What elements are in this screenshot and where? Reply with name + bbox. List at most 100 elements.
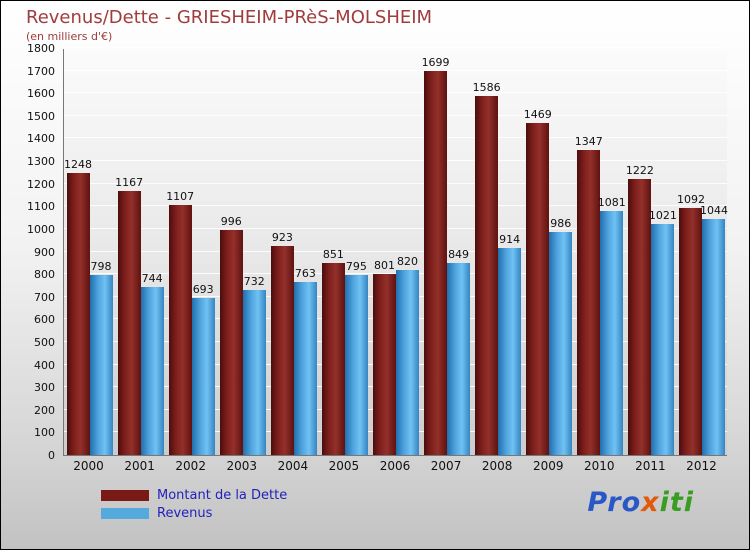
bar-revenus-2005 [344, 275, 368, 455]
bar-dette-2005 [321, 262, 345, 455]
y-tick-label: 1700 [27, 64, 55, 78]
bar-value-label: 732 [243, 274, 265, 288]
y-tick-label: 800 [34, 268, 55, 282]
bar-value-label: 1347 [574, 135, 603, 149]
x-tick-label: 2008 [481, 459, 513, 473]
bar-value-label: 1107 [166, 189, 195, 203]
logo-part: x [641, 487, 660, 518]
bar-value-label: 851 [322, 247, 344, 261]
legend-item-dette: Montant de la Dette [101, 488, 287, 503]
bar-dette-2003 [219, 229, 243, 455]
y-tick-label: 0 [48, 449, 55, 462]
gridline [64, 273, 727, 275]
bar-value-label: 795 [345, 260, 367, 274]
bar-dette-2002 [168, 204, 192, 455]
bar-value-label: 1586 [472, 81, 501, 95]
chart-subtitle: (en milliers d'€) [26, 30, 113, 43]
y-tick-label: 200 [34, 403, 55, 417]
bar-revenus-2011 [651, 224, 675, 455]
gridline [64, 160, 727, 162]
bar-dette-2004 [270, 246, 294, 455]
gridline [64, 69, 727, 71]
bar-revenus-2008 [498, 248, 522, 455]
y-tick-label: 400 [34, 358, 55, 372]
legend-label-revenus: Revenus [157, 506, 213, 521]
bar-revenus-2006 [396, 269, 419, 455]
legend-swatch-revenus [101, 508, 149, 519]
y-axis-labels: 0 100 200 300 400 500 600 700 800 900 1000 1100 1200… [1, 42, 59, 462]
gridline [64, 205, 727, 207]
bar-value-label: 986 [550, 217, 572, 231]
x-tick-label: 2009 [532, 459, 564, 473]
bar-revenus-2009 [549, 232, 573, 455]
y-tick-label: 100 [34, 426, 55, 440]
y-tick-label: 300 [34, 381, 55, 395]
bar-value-label: 1469 [523, 107, 552, 121]
bar-dette-2000 [66, 172, 90, 455]
y-tick-label: 700 [34, 290, 55, 304]
x-tick-label: 2011 [635, 459, 666, 473]
bar-value-label: 1081 [597, 195, 626, 209]
logo-part: iti [659, 487, 694, 518]
y-tick-label: 1300 [27, 155, 55, 169]
bar-dette-2008 [475, 96, 499, 455]
chart-title: Revenus/Dette - GRIESHEIM-PRèS-MOLSHEIM [26, 7, 433, 28]
bar-revenus-2003 [242, 289, 266, 455]
bar-value-label: 1699 [421, 55, 450, 69]
bar-dette-2009 [526, 122, 550, 455]
y-tick-label: 1800 [27, 42, 55, 55]
gridline [64, 182, 727, 184]
bar-revenus-2000 [89, 274, 113, 455]
bar-value-label: 923 [271, 231, 293, 245]
bar-revenus-2001 [140, 286, 164, 455]
legend-item-revenus: Revenus [101, 506, 287, 521]
bar-value-label: 763 [294, 267, 316, 281]
legend-swatch-dette [101, 490, 149, 501]
gridline [64, 137, 727, 139]
x-tick-label: 2010 [584, 459, 615, 473]
bar-dette-2011 [628, 178, 652, 455]
y-tick-label: 500 [34, 335, 55, 349]
bar-revenus-2004 [293, 282, 317, 455]
bar-value-label: 744 [141, 271, 163, 285]
x-tick-label: 2007 [430, 459, 462, 473]
bar-dette-2006 [373, 273, 396, 455]
x-tick-label: 2001 [124, 459, 155, 473]
x-tick-label: 2004 [277, 459, 309, 473]
proxiti-logo: Proxiti [587, 487, 694, 518]
gridline [64, 92, 727, 94]
y-tick-label: 1400 [27, 132, 55, 146]
bar-value-label: 798 [90, 259, 112, 273]
y-tick-label: 1600 [27, 87, 55, 101]
bar-value-label: 996 [220, 214, 242, 228]
gridline [64, 250, 727, 252]
bar-revenus-2002 [191, 298, 215, 455]
bar-value-label: 1044 [699, 203, 728, 217]
x-tick-label: 2005 [328, 459, 360, 473]
bar-revenus-2007 [447, 263, 471, 455]
y-tick-label: 1000 [27, 222, 55, 236]
bar-dette-2012 [679, 208, 703, 455]
bar-value-label: 693 [192, 283, 214, 297]
bar-value-label: 1167 [115, 176, 144, 190]
x-tick-label: 2000 [73, 459, 104, 473]
legend-label-dette: Montant de la Dette [157, 488, 288, 503]
x-tick-label: 2012 [686, 459, 717, 473]
logo-part: Pro [587, 487, 642, 518]
y-tick-label: 1100 [27, 200, 55, 214]
bar-value-label: 820 [397, 254, 418, 268]
gridline [64, 227, 727, 229]
bar-value-label: 1248 [64, 157, 93, 171]
y-tick-label: 1200 [27, 177, 55, 191]
bar-value-label: 1222 [625, 163, 654, 177]
x-tick-label: 2003 [226, 459, 258, 473]
bar-value-label: 801 [374, 258, 395, 272]
bar-value-label: 849 [448, 248, 470, 262]
bar-revenus-2010 [600, 210, 624, 455]
x-tick-label: 2006 [379, 459, 411, 473]
gridline [64, 47, 727, 48]
y-tick-label: 900 [34, 245, 55, 259]
bar-dette-2010 [577, 150, 601, 455]
legend: Montant de la Dette Revenus [101, 488, 287, 524]
